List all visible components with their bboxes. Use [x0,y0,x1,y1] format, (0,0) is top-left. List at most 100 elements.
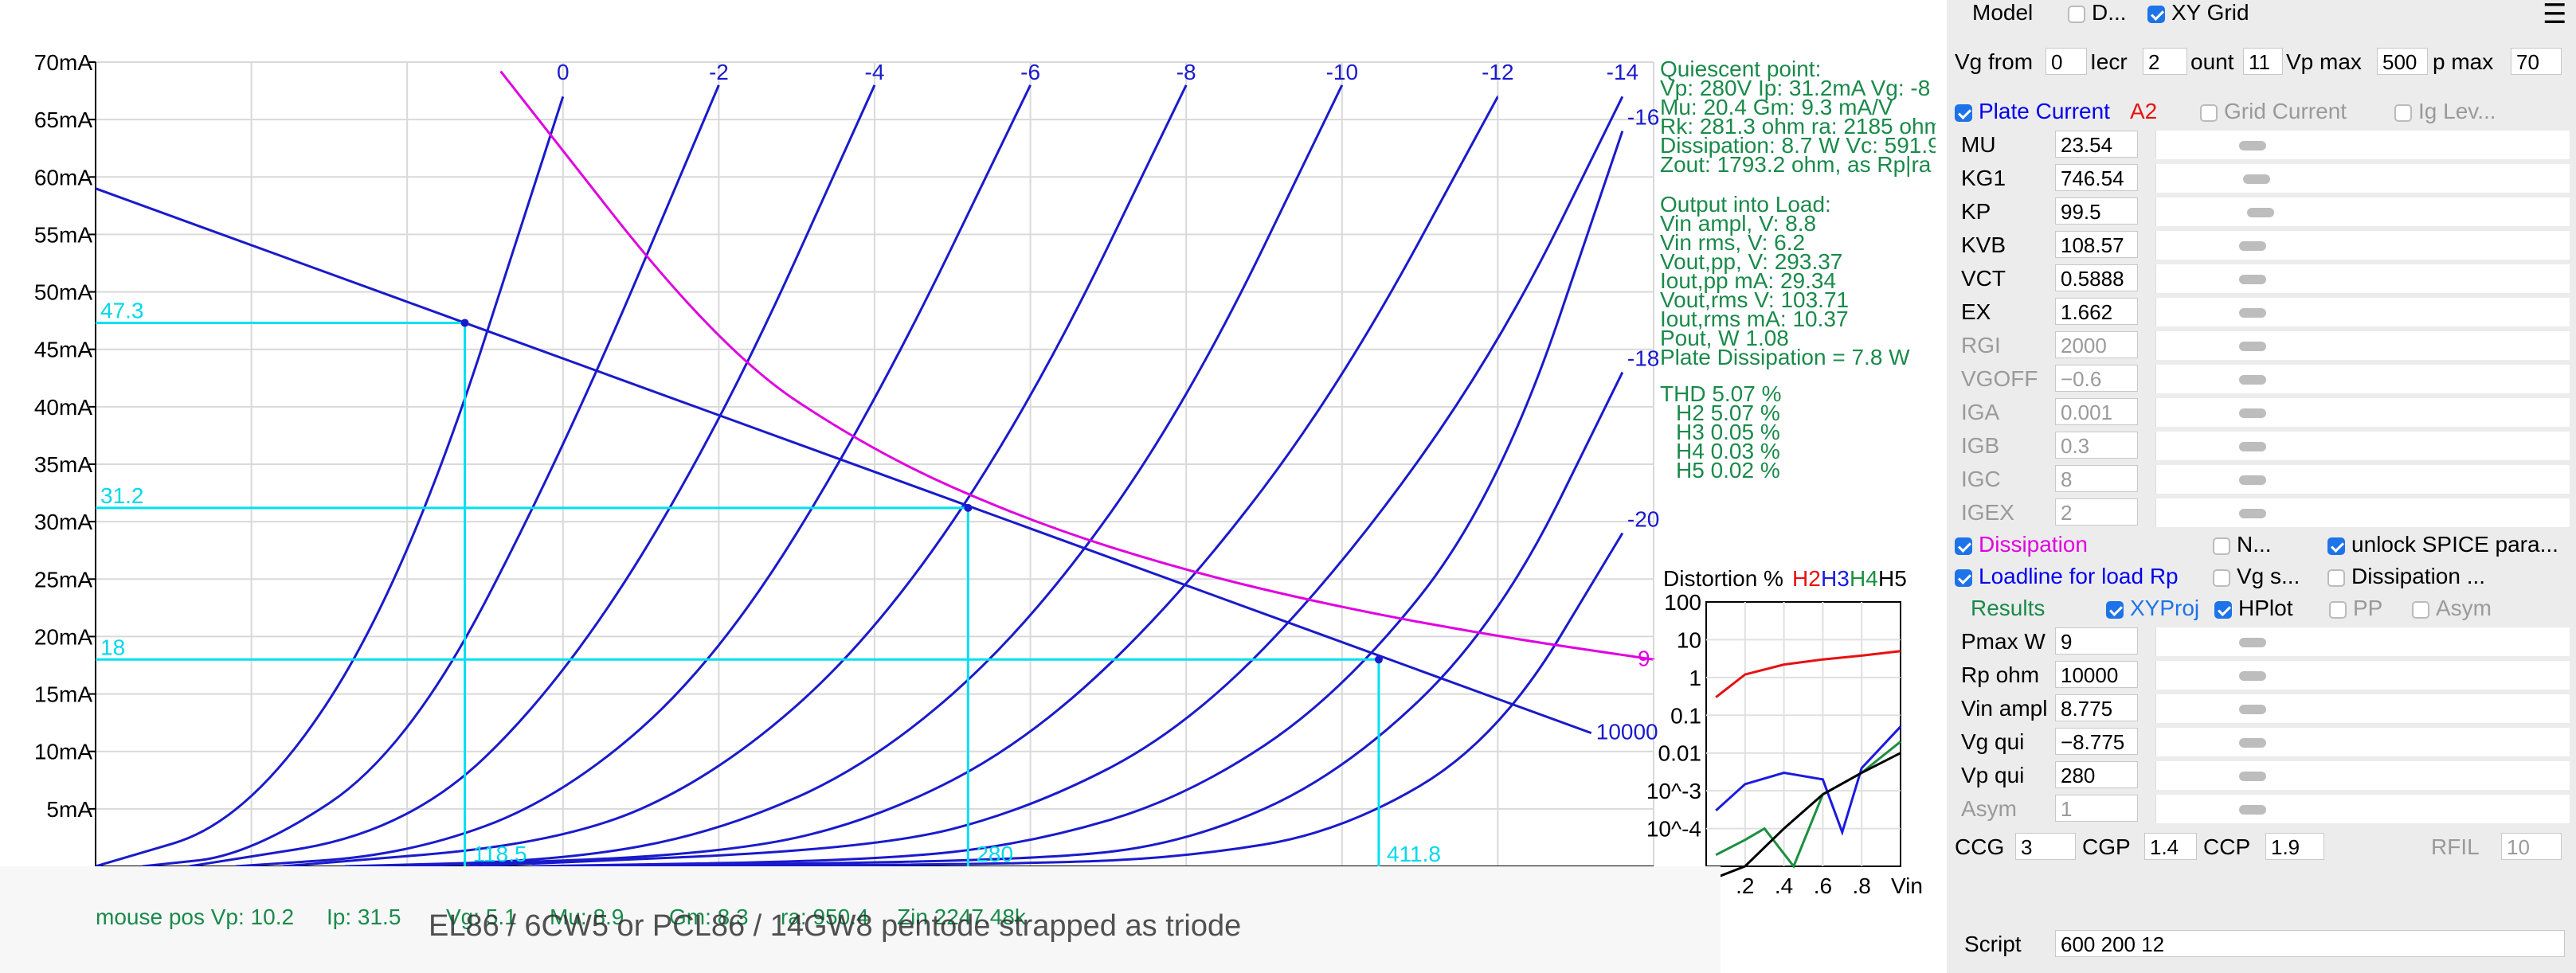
load-param-input[interactable]: 8.775 [2055,694,2138,721]
load-param-slider[interactable] [2155,728,2570,756]
checkbox-icon [2412,601,2429,619]
ccg-input[interactable]: 3 [2015,833,2076,860]
model-param-input[interactable]: 23.54 [2055,131,2138,158]
output-line: Vin rms, V: 6.2 [1660,230,1805,255]
model-param-slider[interactable] [2155,298,2570,326]
pp-checkbox[interactable]: PP [2329,596,2382,621]
slider-knob[interactable] [2239,275,2266,284]
load-param-input[interactable]: 280 [2055,761,2138,788]
model-param-input[interactable]: 746.54 [2055,164,2138,191]
model-param-input[interactable]: 8 [2055,465,2138,492]
checkbox-checked-icon [2106,601,2124,619]
model-param-input[interactable]: 99.5 [2055,197,2138,225]
slider-knob[interactable] [2239,705,2266,714]
model-param-row: KG1 746.54 [1947,162,2576,194]
dissipation2-checkbox[interactable]: Dissipation ... [2327,564,2485,589]
model-param-slider[interactable] [2155,197,2570,226]
load-param-slider[interactable] [2155,627,2570,656]
model-param-input[interactable]: −0.6 [2055,365,2138,392]
slider-knob[interactable] [2239,442,2266,451]
grid-current-checkbox[interactable]: Grid Current [2200,99,2347,124]
load-param-input[interactable]: 9 [2055,627,2138,655]
vg-from-input[interactable]: 0 [2046,48,2087,75]
d-checkbox[interactable]: D... [2068,0,2127,25]
model-param-input[interactable]: 2000 [2055,331,2138,358]
load-param-input[interactable]: 10000 [2055,661,2138,688]
vg-s-checkbox[interactable]: Vg s... [2213,564,2300,589]
hamburger-menu-icon[interactable]: ☰ [2543,0,2567,29]
model-param-slider[interactable] [2155,432,2570,460]
ccp-input[interactable]: 1.9 [2265,833,2324,860]
load-param-input[interactable]: 1 [2055,795,2138,822]
slider-knob[interactable] [2239,475,2266,485]
load-param-label: Rp ohm [1961,662,2040,687]
load-param-row: Vp qui 280 [1947,760,2576,791]
slider-knob[interactable] [2239,342,2266,351]
model-param-input[interactable]: 2 [2055,498,2138,526]
slider-knob[interactable] [2239,638,2266,647]
vp-max-input[interactable]: 500 [2377,48,2428,75]
model-param-slider[interactable] [2155,231,2570,260]
model-param-input[interactable]: 108.57 [2055,231,2138,258]
model-param-slider[interactable] [2155,465,2570,494]
harmonic-line: H5 0.02 % [1676,458,1780,483]
model-param-slider[interactable] [2155,365,2570,393]
load-param-slider[interactable] [2155,761,2570,790]
slider-knob[interactable] [2243,174,2271,184]
rfil-input[interactable]: 10 [2501,833,2562,860]
slider-knob[interactable] [2239,738,2266,748]
load-param-input[interactable]: −8.775 [2055,728,2138,755]
model-param-slider[interactable] [2155,164,2570,193]
curve-label: -2 [709,60,729,84]
model-param-input[interactable]: 0.3 [2055,432,2138,459]
vg-from-label: Vg from [1955,49,2034,74]
xyproj-checkbox[interactable]: XYProj [2106,596,2199,621]
hplot-checkbox[interactable]: HPlot [2214,596,2292,621]
load-param-slider[interactable] [2155,694,2570,723]
n-checkbox[interactable]: N... [2213,532,2272,557]
plate-curve-vg-8 [282,84,1188,868]
distortion-x-tick: .8 [1853,873,1871,898]
count-input[interactable]: 11 [2243,48,2283,75]
distortion-y-tick: 0.1 [1670,703,1701,728]
model-param-input[interactable]: 1.662 [2055,298,2138,325]
asym-checkbox[interactable]: Asym [2412,596,2492,621]
xy-grid-checkbox[interactable]: XY Grid [2147,0,2249,25]
model-param-slider[interactable] [2155,331,2570,360]
model-param-slider[interactable] [2155,131,2570,159]
script-input[interactable]: 600 200 12 [2055,930,2565,957]
slider-knob[interactable] [2239,671,2266,681]
slider-knob[interactable] [2239,509,2266,518]
dissipation-checkbox[interactable]: Dissipation [1955,532,2088,557]
cgp-input[interactable]: 1.4 [2144,833,2197,860]
checkbox-icon [2329,601,2347,619]
results-label: Results [1971,596,2046,620]
model-param-slider[interactable] [2155,498,2570,527]
plate-current-checkbox[interactable]: Plate Current [1955,99,2110,124]
incr-input[interactable]: 2 [2143,48,2187,75]
y-tick-label: 45mA [34,338,92,362]
distortion-x-tick: .4 [1775,873,1793,898]
slider-knob[interactable] [2239,141,2266,150]
slider-knob[interactable] [2239,408,2266,418]
slider-knob[interactable] [2239,805,2266,815]
unlock-spice-checkbox[interactable]: unlock SPICE para... [2327,532,2558,557]
load-param-slider[interactable] [2155,661,2570,690]
model-param-slider[interactable] [2155,398,2570,427]
model-param-label: KP [1961,199,1991,224]
model-param-label: VGOFF [1961,366,2038,391]
slider-knob[interactable] [2247,208,2275,217]
slider-knob[interactable] [2239,241,2266,251]
checkbox-checked-icon [2327,537,2345,555]
slider-knob[interactable] [2239,308,2266,318]
loadline-checkbox[interactable]: Loadline for load Rp [1955,564,2179,589]
load-param-slider[interactable] [2155,795,2570,823]
slider-knob[interactable] [2239,772,2266,781]
model-param-slider[interactable] [2155,264,2570,293]
model-param-row: IGEX 2 [1947,497,2576,529]
ig-level-checkbox[interactable]: Ig Lev... [2394,99,2496,124]
p-max-input[interactable]: 70 [2511,48,2562,75]
model-param-input[interactable]: 0.001 [2055,398,2138,425]
model-param-input[interactable]: 0.5888 [2055,264,2138,291]
slider-knob[interactable] [2239,375,2266,385]
